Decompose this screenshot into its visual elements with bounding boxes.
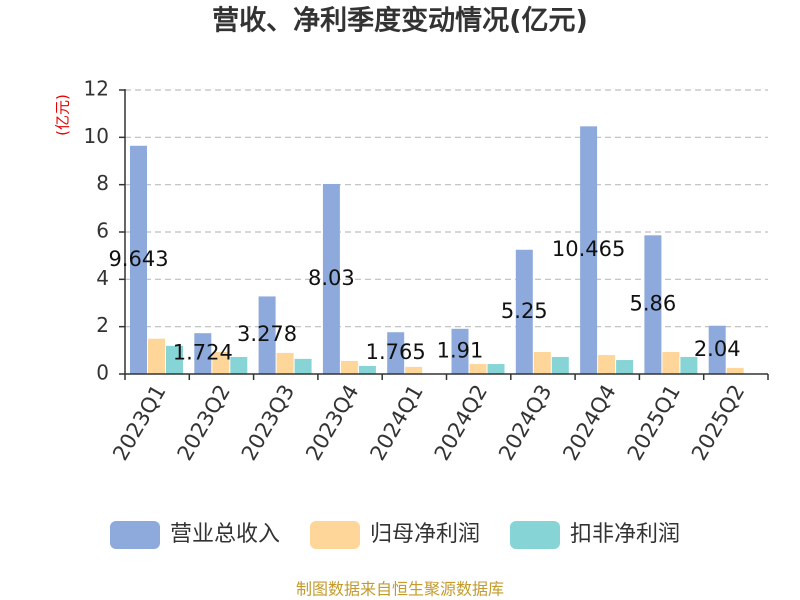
net-profit-bar	[276, 352, 294, 374]
legend-item-revenue[interactable]: 营业总收入	[110, 521, 280, 549]
deducted-net-profit-bar	[166, 345, 183, 374]
net-profit-bar	[405, 366, 423, 374]
legend-swatch-deducted-net-profit	[510, 521, 560, 549]
x-tick-label: 2023Q4	[301, 381, 363, 465]
revenue-bar	[451, 328, 469, 374]
net-profit-bar	[148, 338, 165, 374]
revenue-bar	[258, 296, 276, 374]
revenue-bar	[708, 325, 726, 374]
net-profit-bar	[598, 355, 616, 374]
revenue-data-label: 9.643	[108, 247, 168, 271]
legend-label-revenue: 营业总收入	[170, 522, 280, 547]
x-tick-label: 2023Q2	[173, 381, 235, 465]
legend-swatch-revenue	[110, 521, 160, 549]
deducted-net-profit-bar	[616, 360, 634, 374]
revenue-data-label: 2.04	[694, 337, 741, 361]
revenue-bar	[387, 332, 405, 374]
revenue-data-label: 5.25	[501, 299, 548, 323]
revenue-bar	[322, 183, 340, 374]
net-profit-bar	[662, 351, 680, 374]
legend-swatch-net-profit	[310, 521, 360, 549]
revenue-data-label: 3.278	[237, 322, 297, 346]
y-tick-label: 12	[84, 77, 109, 101]
revenue-data-label: 1.91	[437, 338, 484, 362]
y-tick-label: 4	[96, 266, 109, 290]
legend-label-deducted-net-profit: 扣非净利润	[570, 522, 680, 547]
y-axis-label: (亿元)	[54, 94, 72, 136]
chart-title: 营收、净利季度变动情况(亿元)	[212, 5, 588, 37]
net-profit-bar	[726, 367, 744, 374]
x-tick-label: 2024Q2	[430, 381, 492, 465]
x-tick-label: 2023Q3	[237, 381, 299, 465]
y-tick-label: 8	[96, 171, 109, 195]
revenue-bar	[194, 333, 212, 374]
legend: 营业总收入 归母净利润 扣非净利润	[110, 521, 680, 549]
y-tick-label: 0	[96, 361, 109, 385]
legend-label-net-profit: 归母净利润	[370, 522, 480, 547]
deducted-net-profit-bar	[294, 358, 312, 374]
legend-item-deducted-net-profit[interactable]: 扣非净利润	[510, 521, 680, 549]
revenue-data-label: 10.465	[552, 237, 625, 261]
revenue-bar	[130, 145, 147, 374]
revenue-bar	[644, 235, 662, 374]
revenue-data-label: 1.765	[366, 340, 426, 364]
x-tick-label: 2025Q2	[687, 381, 749, 465]
x-tick-label: 2024Q4	[558, 381, 620, 465]
deducted-net-profit-bar	[358, 365, 376, 374]
deducted-net-profit-bar	[551, 356, 569, 374]
net-profit-bar	[469, 364, 487, 374]
deducted-net-profit-bar	[680, 356, 698, 374]
deducted-net-profit-bar	[487, 364, 505, 374]
legend-item-net-profit[interactable]: 归母净利润	[310, 521, 480, 549]
revenue-data-label: 8.03	[308, 266, 355, 290]
bars	[130, 126, 744, 374]
x-tick-label: 2023Q1	[108, 381, 170, 465]
x-tick-label: 2024Q3	[494, 381, 556, 465]
source-footnote: 制图数据来自恒生聚源数据库	[296, 580, 504, 599]
revenue-bar	[580, 126, 598, 374]
deducted-net-profit-bar	[230, 356, 248, 374]
y-tick-label: 6	[96, 219, 109, 243]
x-tick-label: 2024Q1	[365, 381, 427, 465]
revenue-data-label: 5.86	[630, 292, 677, 316]
net-profit-bar	[340, 360, 358, 374]
x-tick-label: 2025Q1	[623, 381, 685, 465]
net-profit-bar	[212, 351, 230, 374]
revenue-data-label: 1.724	[173, 341, 233, 365]
revenue-bar	[515, 249, 533, 374]
y-tick-label: 2	[96, 313, 109, 337]
net-profit-bar	[533, 351, 551, 374]
y-tick-label: 10	[84, 124, 109, 148]
